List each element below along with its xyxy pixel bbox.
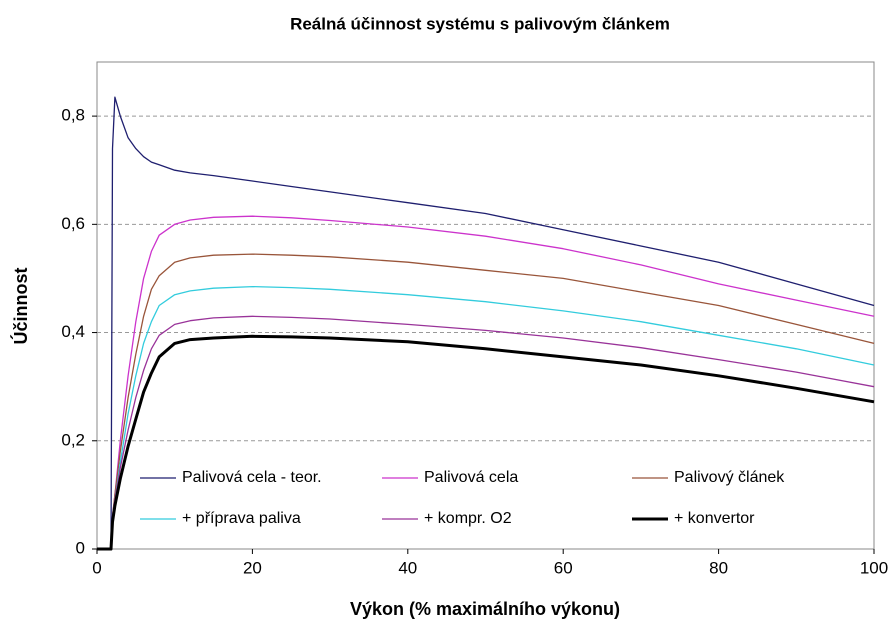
x-tick-label: 60 <box>554 558 573 577</box>
y-axis-label: Účinnost <box>10 267 31 344</box>
legend-label: + příprava paliva <box>182 510 301 527</box>
x-tick-label: 0 <box>92 558 101 577</box>
series-line <box>97 334 875 551</box>
series-line <box>110 285 875 550</box>
series-line <box>110 315 875 550</box>
y-tick-label: 0 <box>76 538 85 557</box>
y-tick-label: 0,2 <box>61 430 85 449</box>
legend-label: Palivová cela - teor. <box>182 469 322 486</box>
x-tick-label: 80 <box>709 558 728 577</box>
x-axis-label: Výkon (% maximálního výkonu) <box>350 599 620 619</box>
x-tick-label: 20 <box>243 558 262 577</box>
x-tick-label: 100 <box>860 558 888 577</box>
series-line <box>110 253 875 550</box>
y-tick-label: 0,6 <box>61 214 85 233</box>
y-tick-label: 0,8 <box>61 106 85 125</box>
legend-label: Palivová cela <box>424 469 518 486</box>
legend-label: + konvertor <box>674 510 755 527</box>
chart-title: Reálná účinnost systému s palivovým člán… <box>290 14 670 33</box>
series-line <box>110 96 875 550</box>
plot-area <box>96 61 875 550</box>
y-tick-label: 0,4 <box>61 322 85 341</box>
x-tick-label: 40 <box>398 558 417 577</box>
series-line <box>110 215 875 550</box>
legend-label: + kompr. O2 <box>424 510 512 527</box>
legend-label: Palivový článek <box>674 469 785 486</box>
